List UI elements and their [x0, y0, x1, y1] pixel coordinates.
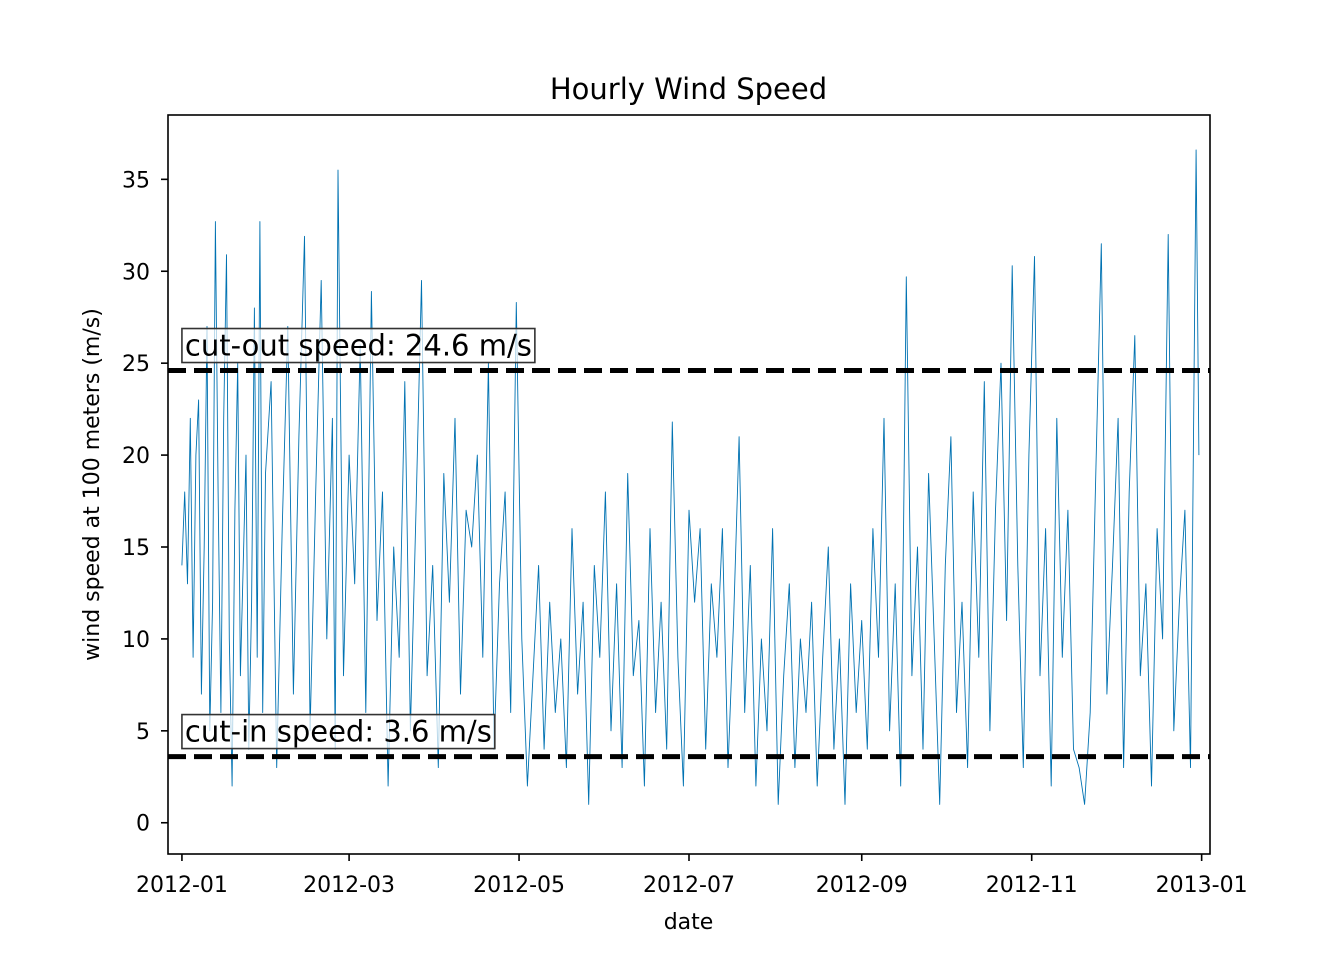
x-tick-label: 2012-07: [643, 873, 735, 898]
plot-area: cut-out speed: 24.6 m/s cut-in speed: 3.6…: [168, 149, 1210, 805]
chart-title: Hourly Wind Speed: [550, 72, 827, 106]
x-tick-label: 2012-11: [986, 873, 1078, 898]
threshold-label-box-1: [181, 713, 496, 750]
y-tick-label: 15: [122, 536, 150, 561]
y-axis: 0 5 10 15 20 25 30 35: [122, 168, 168, 837]
y-tick-label: 0: [136, 812, 150, 837]
y-tick-label: 5: [136, 720, 150, 745]
x-tick-label: 2013-01: [1156, 873, 1248, 898]
y-tick-label: 25: [122, 352, 150, 377]
threshold-label-0: cut-out speed: 24.6 m/s: [185, 329, 532, 363]
y-tick-label: 10: [122, 628, 150, 653]
threshold-label-1: cut-in speed: 3.6 m/s: [185, 715, 492, 749]
y-axis-label: wind speed at 100 meters (m/s): [80, 308, 105, 661]
threshold-label-box-0: [181, 327, 536, 364]
y-tick-label: 35: [122, 168, 150, 193]
y-tick-label: 20: [122, 444, 150, 469]
x-tick-label: 2012-03: [303, 873, 395, 898]
y-tick-label: 30: [122, 260, 150, 285]
wind-speed-series-0: [181, 149, 1200, 805]
x-axis-label: date: [664, 910, 714, 935]
x-axis: 2012-01 2012-03 2012-05 2012-07 2012-09 2012-…: [136, 854, 1248, 898]
x-tick-label: 2012-05: [473, 873, 565, 898]
x-tick-label: 2012-09: [816, 873, 908, 898]
x-tick-label: 2012-01: [136, 873, 228, 898]
